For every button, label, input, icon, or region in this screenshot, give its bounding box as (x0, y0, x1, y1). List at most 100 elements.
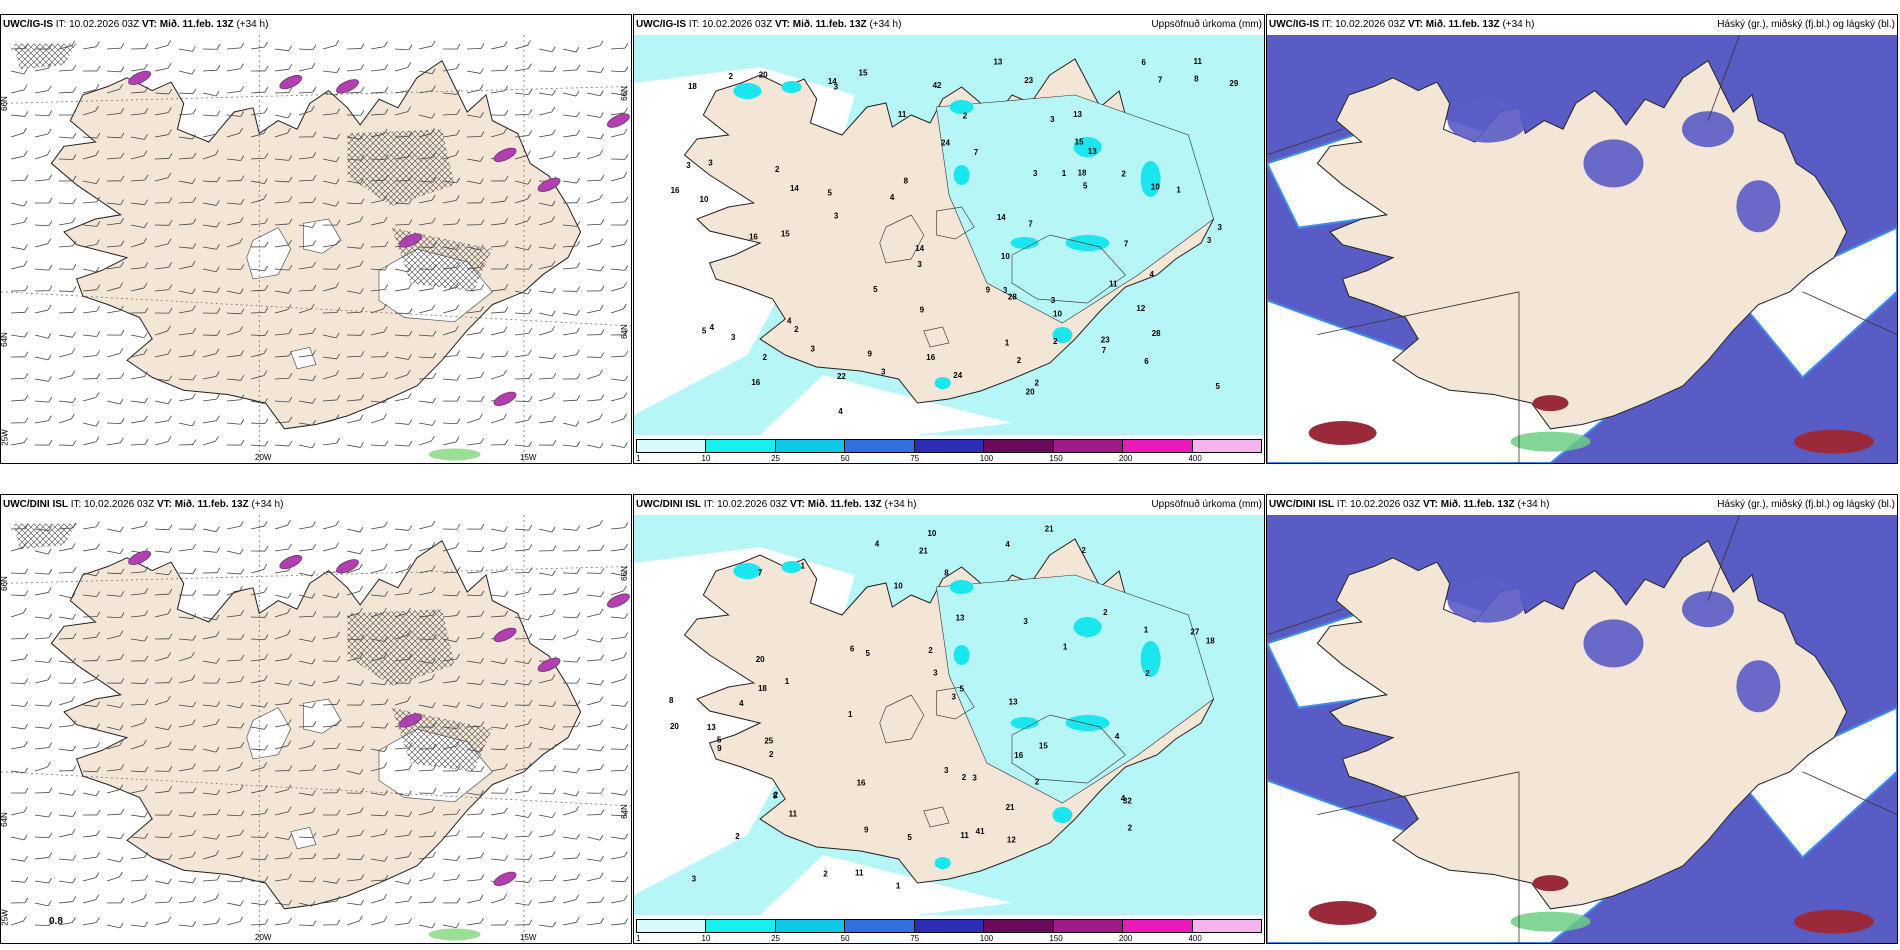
precip-value: 2 (1121, 169, 1126, 178)
colorbar-swatch (1192, 920, 1261, 932)
it-label: IT: (55, 19, 67, 30)
precip-value: 21 (919, 547, 928, 556)
lead-time: (+34 h) (251, 499, 284, 510)
axis-label: 66N (619, 86, 629, 101)
cloud-panel[interactable]: UWC/IG-IS IT: 10.02.2026 03Z VT: Mið. 11… (1266, 14, 1898, 464)
precip-value: 15 (781, 230, 790, 239)
colorbar-label: 400 (1188, 454, 1202, 463)
precip-value: 7 (1124, 239, 1129, 248)
precip-value: 12 (1136, 304, 1145, 313)
precip-value: 7 (1158, 75, 1163, 84)
panel-header: UWC/IG-IS IT: 10.02.2026 03Z VT: Mið. 11… (1269, 19, 1534, 31)
colorbar-swatch (914, 920, 985, 932)
precip-value: 5 (702, 326, 707, 335)
precip-value: 3 (1218, 223, 1223, 232)
axis-label: 15W (520, 453, 537, 462)
colorbar-label: 50 (840, 454, 850, 463)
precip-value: 20 (670, 722, 679, 731)
precip-value: 14 (790, 184, 799, 193)
cloud-panel[interactable]: UWC/DINI ISL IT: 10.02.2026 03Z VT: Mið.… (1266, 494, 1898, 944)
precip-value: 3 (1023, 617, 1028, 626)
corner-value: 0.8 (49, 916, 63, 927)
precip-value: 7 (1102, 346, 1107, 355)
precip-value: 5 (873, 285, 878, 294)
precip-value: 3 (692, 875, 697, 884)
precip-value: 11 (960, 831, 969, 840)
cloud-map (1267, 515, 1897, 943)
panel-header: UWC/IG-IS IT: 10.02.2026 03Z VT: Mið. 11… (3, 19, 268, 31)
panel-title: Háský (gr.), miðský (fj.bl.) og lágský (… (1717, 19, 1895, 30)
precip-value: 3 (834, 212, 839, 221)
wind-panel[interactable]: UWC/IG-IS IT: 10.02.2026 03Z VT: Mið. 11… (0, 14, 632, 464)
it-label: IT: (703, 499, 715, 510)
precip-value: 13 (707, 723, 716, 732)
precip-value: 3 (952, 693, 957, 702)
precip-value: 1 (785, 677, 790, 686)
colorbar-label: 75 (910, 934, 920, 943)
colorbar-label: 150 (1049, 454, 1063, 463)
precip-panel[interactable]: UWC/DINI ISL IT: 10.02.2026 03Z VT: Mið.… (633, 494, 1265, 944)
panel-header: UWC/DINI ISL IT: 10.02.2026 03Z VT: Mið.… (1269, 499, 1549, 511)
precip-value: 10 (700, 195, 709, 204)
colorbar-swatch (775, 440, 846, 452)
precip-value: 1 (1062, 169, 1067, 178)
precip-value: 10 (1001, 252, 1010, 261)
it-label: IT: (70, 499, 82, 510)
axis-label: 25W (0, 429, 10, 446)
valid-time: Mið. 11.feb. 13Z (1425, 19, 1500, 30)
precip-value: 3 (834, 83, 839, 92)
precip-value: 12 (1007, 836, 1016, 845)
panel-header: UWC/DINI ISL IT: 10.02.2026 03Z VT: Mið.… (636, 499, 916, 511)
vt-label: VT: (1407, 19, 1423, 30)
wind-map (1, 35, 631, 463)
precip-value: 1 (896, 881, 901, 890)
precip-value: 23 (1024, 76, 1033, 85)
precip-value: 16 (749, 233, 758, 242)
precip-value: 16 (671, 186, 680, 195)
precip-value: 3 (1003, 286, 1008, 295)
precip-value: 3 (731, 333, 736, 342)
precip-panel[interactable]: UWC/IG-IS IT: 10.02.2026 03Z VT: Mið. 11… (633, 14, 1265, 464)
colorbar-label: 25 (771, 934, 781, 943)
precip-value: 16 (751, 378, 760, 387)
precip-value: 21 (1006, 803, 1015, 812)
precip-colorbar (636, 439, 1262, 453)
init-time: 10.02.2026 03Z (69, 19, 140, 30)
precip-value: 9 (864, 825, 869, 834)
precip-value: 4 (838, 407, 843, 416)
precip-value: 1 (1005, 339, 1010, 348)
colorbar-swatch (1123, 920, 1193, 932)
precip-map: 2212212211131023142881112211053954131520… (634, 515, 1264, 915)
precip-value: 13 (1073, 110, 1082, 119)
precip-value: 2 (1103, 608, 1108, 617)
precip-value: 8 (904, 177, 909, 186)
precip-value: 4 (710, 323, 715, 332)
precip-value: 8 (944, 568, 949, 577)
it-label: IT: (1336, 499, 1348, 510)
precip-value: 3 (810, 345, 815, 354)
precip-value: 1 (1144, 625, 1149, 634)
colorbar-swatch (637, 440, 707, 452)
wind-panel[interactable]: UWC/DINI ISL IT: 10.02.2026 03Z VT: Mið.… (0, 494, 632, 944)
colorbar-label: 200 (1118, 454, 1133, 463)
precip-value: 13 (1088, 147, 1097, 156)
precip-value: 4 (1149, 270, 1154, 279)
precip-value: 4 (1005, 540, 1010, 549)
axis-label: 64N (619, 804, 629, 819)
precip-value: 10 (927, 529, 936, 538)
precip-value: 16 (926, 353, 935, 362)
precip-value: 5 (717, 735, 722, 744)
precip-value: 5 (827, 189, 832, 198)
precip-value: 2 (735, 832, 740, 841)
colorbar-swatch (984, 440, 1054, 452)
colorbar-label: 50 (840, 934, 850, 943)
lead-time: (+34 h) (1502, 19, 1535, 30)
precip-value: 3 (944, 766, 949, 775)
axis-label: 64N (0, 812, 9, 827)
valid-time: Mið. 11.feb. 13Z (1440, 499, 1515, 510)
precip-value: 2 (823, 869, 828, 878)
colorbar-label: 100 (979, 454, 994, 463)
colorbar-swatch (706, 440, 776, 452)
precip-value: 23 (1101, 336, 1110, 345)
colorbar-swatch (914, 440, 985, 452)
